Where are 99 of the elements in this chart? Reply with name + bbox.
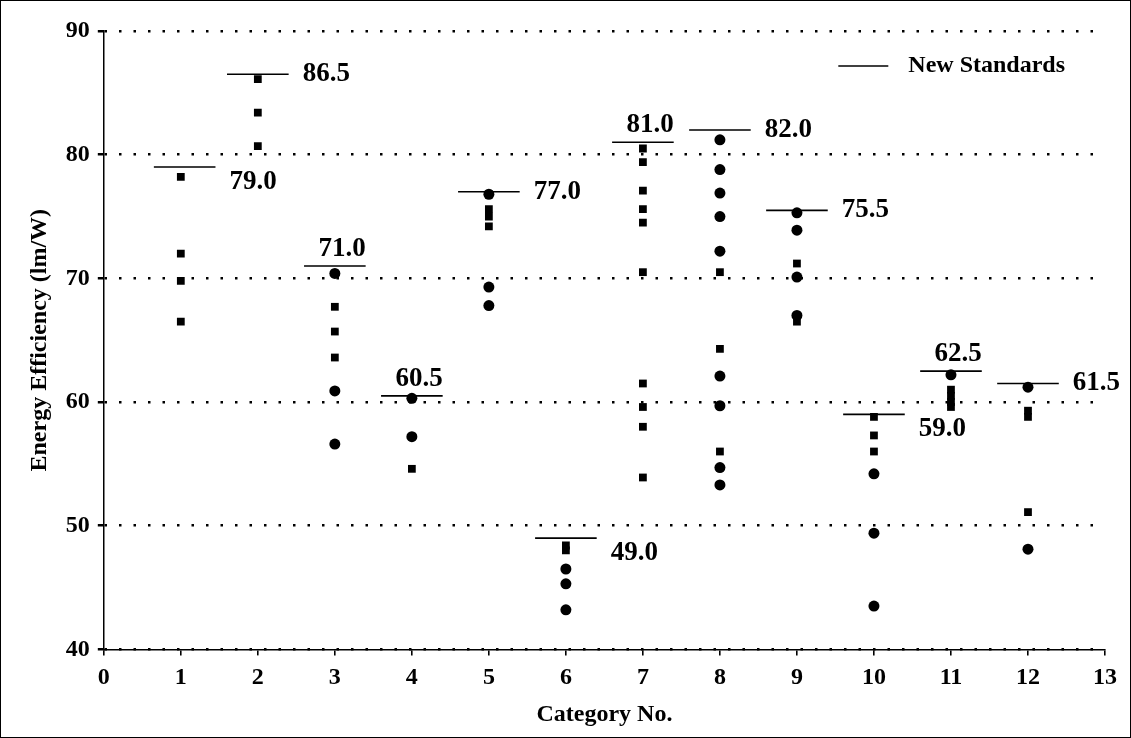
y-axis-title: Energy Efficiency (lm/W) xyxy=(24,208,51,472)
y-tick-label: 70 xyxy=(65,263,90,290)
point xyxy=(639,379,647,388)
point xyxy=(330,327,339,336)
point xyxy=(483,188,495,200)
point xyxy=(868,527,880,539)
y-tick-label: 90 xyxy=(65,16,90,43)
point xyxy=(639,422,647,431)
point xyxy=(560,563,572,575)
point xyxy=(868,468,880,480)
point xyxy=(329,438,341,450)
point xyxy=(639,144,647,153)
point xyxy=(329,267,341,279)
point xyxy=(560,578,572,590)
x-tick-label: 9 xyxy=(790,663,803,689)
point xyxy=(253,75,262,84)
point xyxy=(947,403,955,411)
point xyxy=(714,245,726,257)
x-tick-label: 0 xyxy=(97,663,110,689)
data-label: 59.0 xyxy=(918,412,967,443)
data-label: 77.0 xyxy=(533,174,581,205)
point xyxy=(639,218,647,227)
point xyxy=(407,464,416,473)
x-tick-label: 3 xyxy=(328,663,341,689)
x-tick-label: 10 xyxy=(861,663,886,689)
x-tick-label: 7 xyxy=(636,663,649,689)
point xyxy=(791,271,803,283)
point xyxy=(870,431,878,440)
point xyxy=(484,222,493,231)
x-tick-label: 6 xyxy=(559,663,572,689)
x-tick-label: 12 xyxy=(1015,663,1040,689)
point xyxy=(639,268,647,277)
data-label: 61.5 xyxy=(1072,366,1121,397)
point xyxy=(176,249,185,258)
point xyxy=(791,224,803,236)
point xyxy=(406,431,418,443)
point xyxy=(714,211,726,223)
point xyxy=(176,276,185,285)
point xyxy=(870,412,878,421)
point xyxy=(330,353,339,362)
point xyxy=(714,134,726,146)
x-tick-label: 13 xyxy=(1093,663,1117,689)
point xyxy=(714,462,726,474)
data-label: 71.0 xyxy=(318,231,366,262)
data-label: 86.5 xyxy=(302,57,350,88)
point xyxy=(714,400,726,412)
y-tick-label: 80 xyxy=(65,139,90,166)
point xyxy=(870,447,878,456)
y-tick-label: 40 xyxy=(65,634,90,661)
point xyxy=(330,302,339,311)
point xyxy=(945,369,957,381)
point xyxy=(1024,508,1032,516)
point xyxy=(714,370,726,382)
data-label: 79.0 xyxy=(229,165,277,196)
point xyxy=(716,447,724,456)
point xyxy=(1022,381,1034,393)
point xyxy=(484,205,493,213)
point xyxy=(560,604,572,616)
x-axis-title: Category No. xyxy=(536,699,673,726)
point xyxy=(562,546,570,555)
point xyxy=(176,173,185,181)
point xyxy=(483,300,495,312)
data-label: 82.0 xyxy=(764,112,812,143)
x-tick-label: 4 xyxy=(405,663,418,689)
point xyxy=(716,268,724,277)
point xyxy=(714,164,726,176)
point xyxy=(639,186,647,195)
point xyxy=(406,392,418,404)
point xyxy=(483,281,495,293)
x-tick-label: 8 xyxy=(713,663,726,689)
point xyxy=(329,385,341,397)
point xyxy=(791,207,803,219)
legend-label: New Standards xyxy=(908,51,1066,78)
data-label: 49.0 xyxy=(610,536,658,567)
x-tick-label: 2 xyxy=(251,663,264,689)
point xyxy=(714,479,726,491)
point xyxy=(714,187,726,199)
point xyxy=(484,212,493,221)
x-tick-label: 11 xyxy=(939,663,963,689)
point xyxy=(1022,543,1034,555)
y-tick-label: 60 xyxy=(65,387,90,414)
point xyxy=(253,142,262,150)
point xyxy=(253,108,262,117)
point xyxy=(639,205,647,213)
data-label: 81.0 xyxy=(626,108,674,139)
point xyxy=(716,344,724,353)
point xyxy=(176,317,185,326)
data-label: 60.5 xyxy=(395,361,443,392)
point xyxy=(639,403,647,411)
data-label: 62.5 xyxy=(934,337,982,368)
point xyxy=(793,259,801,268)
point xyxy=(868,600,880,612)
x-tick-label: 5 xyxy=(482,663,495,689)
point xyxy=(639,158,647,166)
point xyxy=(639,473,647,482)
y-tick-label: 50 xyxy=(65,510,90,537)
data-label: 75.5 xyxy=(841,193,889,224)
x-tick-label: 1 xyxy=(174,663,187,689)
point xyxy=(1024,412,1032,421)
